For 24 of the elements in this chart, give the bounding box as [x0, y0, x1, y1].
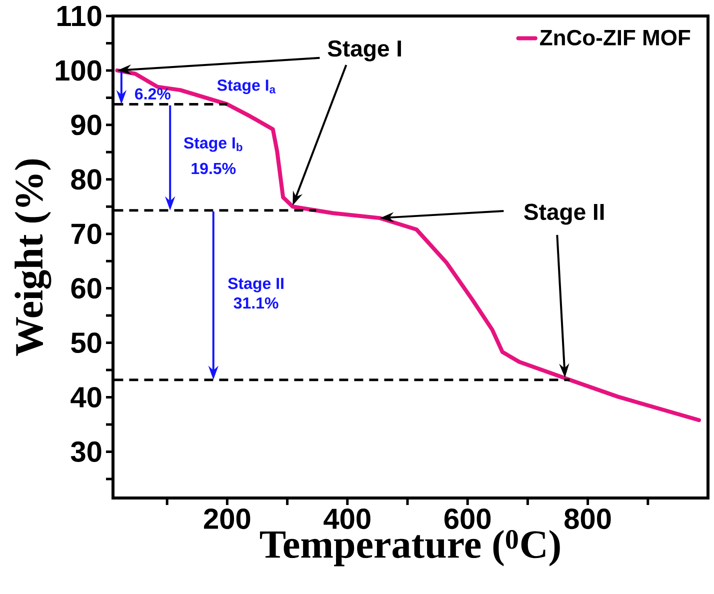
- annotation: Stage I: [328, 40, 401, 62]
- y-axis-title: Weight (%): [14, 159, 52, 356]
- annotation: 31.1%: [234, 297, 278, 309]
- y-tick-label: 90: [71, 114, 102, 136]
- annotation: 6.2%: [135, 88, 170, 100]
- y-tick-label: 110: [58, 6, 102, 26]
- y-tick-label: 60: [71, 278, 102, 299]
- x-axis-title: Temperature ($^{0}$C): [260, 530, 560, 566]
- y-tick-label: 100: [56, 60, 102, 81]
- y-tick-label: 40: [70, 386, 102, 408]
- x-tick-label: 400: [324, 508, 370, 530]
- y-tick-label: 80: [71, 169, 102, 190]
- y-tick-label: 70: [71, 224, 102, 244]
- x-tick-label: 200: [204, 508, 250, 530]
- annotation: Stage I$_{b}$: [184, 137, 242, 152]
- legend-label: ZnCo-ZIF MOF: [540, 30, 690, 46]
- y-tick-label: 50: [71, 332, 102, 354]
- x-tick-label: 800: [564, 508, 611, 530]
- annotation: Stage II: [524, 204, 604, 225]
- y-tick-label: 30: [70, 441, 102, 462]
- annotation: Stage II: [228, 278, 284, 292]
- annotation: 19.5%: [192, 162, 236, 174]
- x-tick-label: 600: [444, 508, 491, 530]
- annotation: Stage I$_{a}$: [217, 80, 276, 94]
